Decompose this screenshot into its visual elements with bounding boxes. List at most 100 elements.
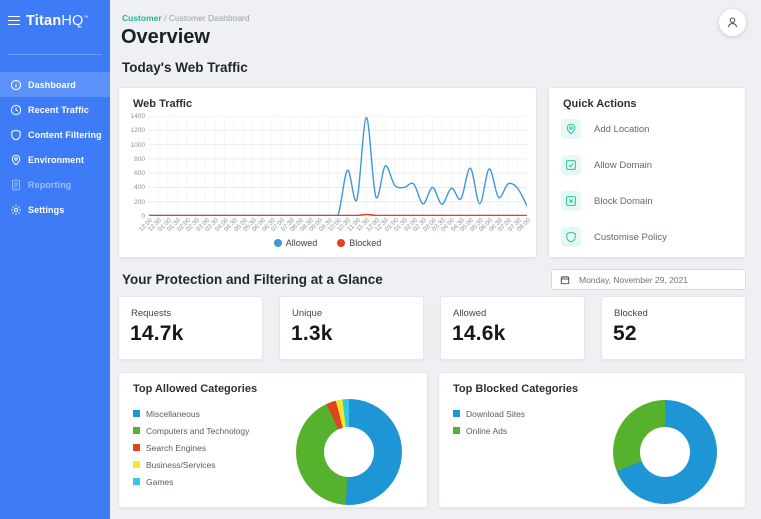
- sidebar-item-settings[interactable]: Settings: [0, 197, 110, 222]
- legend-label: Search Engines: [146, 442, 207, 453]
- brand-row: TitanHQ™: [0, 0, 110, 44]
- sidebar-item-label: Content Filtering: [28, 129, 102, 140]
- legend-label: Business/Services: [146, 459, 216, 470]
- check-square-icon: [561, 155, 581, 175]
- legend-toggle-allowed[interactable]: Allowed: [273, 238, 318, 248]
- quick-action-label: Block Domain: [594, 195, 653, 207]
- stat-label: Unique: [292, 308, 323, 319]
- web-traffic-card-title: Web Traffic: [133, 98, 193, 110]
- legend-label: Computers and Technology: [146, 425, 250, 436]
- legend-item: Search Engines: [133, 439, 249, 456]
- logo-light: HQ: [61, 13, 84, 29]
- stat-value: 14.6k: [452, 322, 506, 345]
- quick-action-label: Allow Domain: [594, 159, 653, 171]
- legend-swatch: [133, 444, 140, 451]
- legend-label: Download Sites: [466, 408, 526, 419]
- legend-dot: [273, 239, 282, 247]
- shield-icon: [561, 227, 581, 247]
- sidebar-item-recent-traffic[interactable]: Recent Traffic: [0, 97, 110, 122]
- legend-item: Download Sites: [453, 405, 525, 422]
- calendar-icon: [560, 275, 570, 284]
- legend-dot: [337, 239, 346, 247]
- allowed-categories-donut-chart: [296, 399, 402, 505]
- quick-actions-title: Quick Actions: [563, 98, 637, 110]
- legend-label: Miscellaneous: [146, 408, 200, 419]
- hamburger-menu-icon[interactable]: [8, 16, 20, 25]
- sidebar: TitanHQ™ Dashboard Recent Traffic Content …: [0, 0, 110, 519]
- sidebar-item-dashboard[interactable]: Dashboard: [0, 72, 110, 97]
- breadcrumb-page: Customer Dashboard: [168, 13, 250, 23]
- legend-item: Online Ads: [453, 422, 525, 439]
- breadcrumb-customer-link[interactable]: Customer: [122, 13, 162, 23]
- y-tick-label: 1000: [130, 141, 145, 149]
- quick-action-allow-domain[interactable]: Allow Domain: [561, 154, 735, 176]
- quick-actions-card: Quick Actions Add Location Allow Domain Bl…: [548, 87, 746, 258]
- sidebar-item-label: Recent Traffic: [28, 104, 89, 115]
- legend-item: Computers and Technology: [133, 422, 249, 439]
- traffic-section-heading: Today's Web Traffic: [122, 60, 248, 75]
- legend-swatch: [133, 461, 140, 468]
- clock-icon: [10, 104, 22, 116]
- legend-item: Business/Services: [133, 456, 249, 473]
- person-icon: [727, 17, 738, 28]
- top-allowed-categories-card: Top Allowed Categories Miscellaneous Comp…: [118, 372, 428, 508]
- main-content: Customer / Customer Dashboard Overview T…: [110, 0, 761, 519]
- legend-label: Blocked: [349, 238, 382, 248]
- sidebar-item-label: Reporting: [28, 179, 72, 190]
- gear-icon: [10, 204, 22, 216]
- sidebar-item-reporting[interactable]: Reporting: [0, 172, 110, 197]
- legend-label: Games: [146, 476, 174, 487]
- quick-action-label: Customise Policy: [594, 231, 667, 243]
- blocked-categories-legend: Download Sites Online Ads: [453, 405, 525, 439]
- quick-action-customise-policy[interactable]: Customise Policy: [561, 226, 735, 248]
- location-pin-icon: [10, 154, 22, 166]
- quick-action-block-domain[interactable]: Block Domain: [561, 190, 735, 212]
- y-tick-label: 1400: [130, 113, 145, 120]
- top-allowed-categories-title: Top Allowed Categories: [133, 383, 258, 395]
- brand-logo: TitanHQ™: [26, 13, 89, 29]
- user-avatar-button[interactable]: [719, 9, 746, 36]
- sidebar-item-content-filtering[interactable]: Content Filtering: [0, 122, 110, 147]
- donut-hole: [324, 427, 374, 477]
- stat-value: 14.7k: [130, 322, 184, 345]
- location-pin-icon: [561, 119, 581, 139]
- blocked-categories-donut-chart: [613, 400, 717, 504]
- stat-label: Requests: [131, 308, 172, 319]
- legend-swatch: [133, 478, 140, 485]
- top-blocked-categories-card: Top Blocked Categories Download Sites Onl…: [438, 372, 746, 508]
- y-tick-label: 200: [134, 198, 145, 206]
- quick-action-label: Add Location: [594, 123, 650, 135]
- legend-swatch: [133, 427, 140, 434]
- stat-card-unique: Unique 1.3k: [279, 296, 424, 360]
- stat-card-blocked: Blocked 52: [601, 296, 746, 360]
- top-blocked-categories-title: Top Blocked Categories: [453, 383, 579, 395]
- legend-swatch: [453, 410, 460, 417]
- sidebar-divider: [8, 54, 102, 55]
- page-title: Overview: [121, 26, 210, 48]
- glance-section-heading: Your Protection and Filtering at a Glanc…: [122, 272, 383, 287]
- y-tick-label: 0: [141, 213, 145, 220]
- quick-action-add-location[interactable]: Add Location: [561, 118, 735, 140]
- sidebar-item-environment[interactable]: Environment: [0, 147, 110, 172]
- logo-bold: Titan: [26, 13, 62, 29]
- sidebar-item-label: Environment: [28, 154, 85, 165]
- stat-value: 52: [613, 322, 637, 345]
- donut-hole: [640, 427, 690, 477]
- sidebar-menu: Dashboard Recent Traffic Content Filtering…: [0, 72, 110, 222]
- y-tick-label: 400: [134, 184, 145, 192]
- stat-card-requests: Requests 14.7k: [118, 296, 263, 360]
- x-square-icon: [561, 191, 581, 211]
- y-tick-label: 600: [134, 170, 145, 178]
- sidebar-item-label: Dashboard: [28, 79, 76, 90]
- dashboard-icon: [10, 79, 22, 91]
- legend-label: Allowed: [285, 238, 318, 248]
- date-picker[interactable]: Monday, November 29, 2021: [551, 269, 746, 290]
- y-tick-label: 1200: [130, 127, 145, 135]
- legend-toggle-blocked[interactable]: Blocked: [337, 238, 381, 248]
- breadcrumb: Customer / Customer Dashboard: [122, 13, 250, 23]
- traffic-chart-legend: Allowed Blocked: [119, 238, 536, 248]
- stat-label: Blocked: [614, 308, 648, 319]
- allowed-categories-legend: Miscellaneous Computers and Technology Sea…: [133, 405, 249, 490]
- y-tick-label: 800: [134, 155, 145, 163]
